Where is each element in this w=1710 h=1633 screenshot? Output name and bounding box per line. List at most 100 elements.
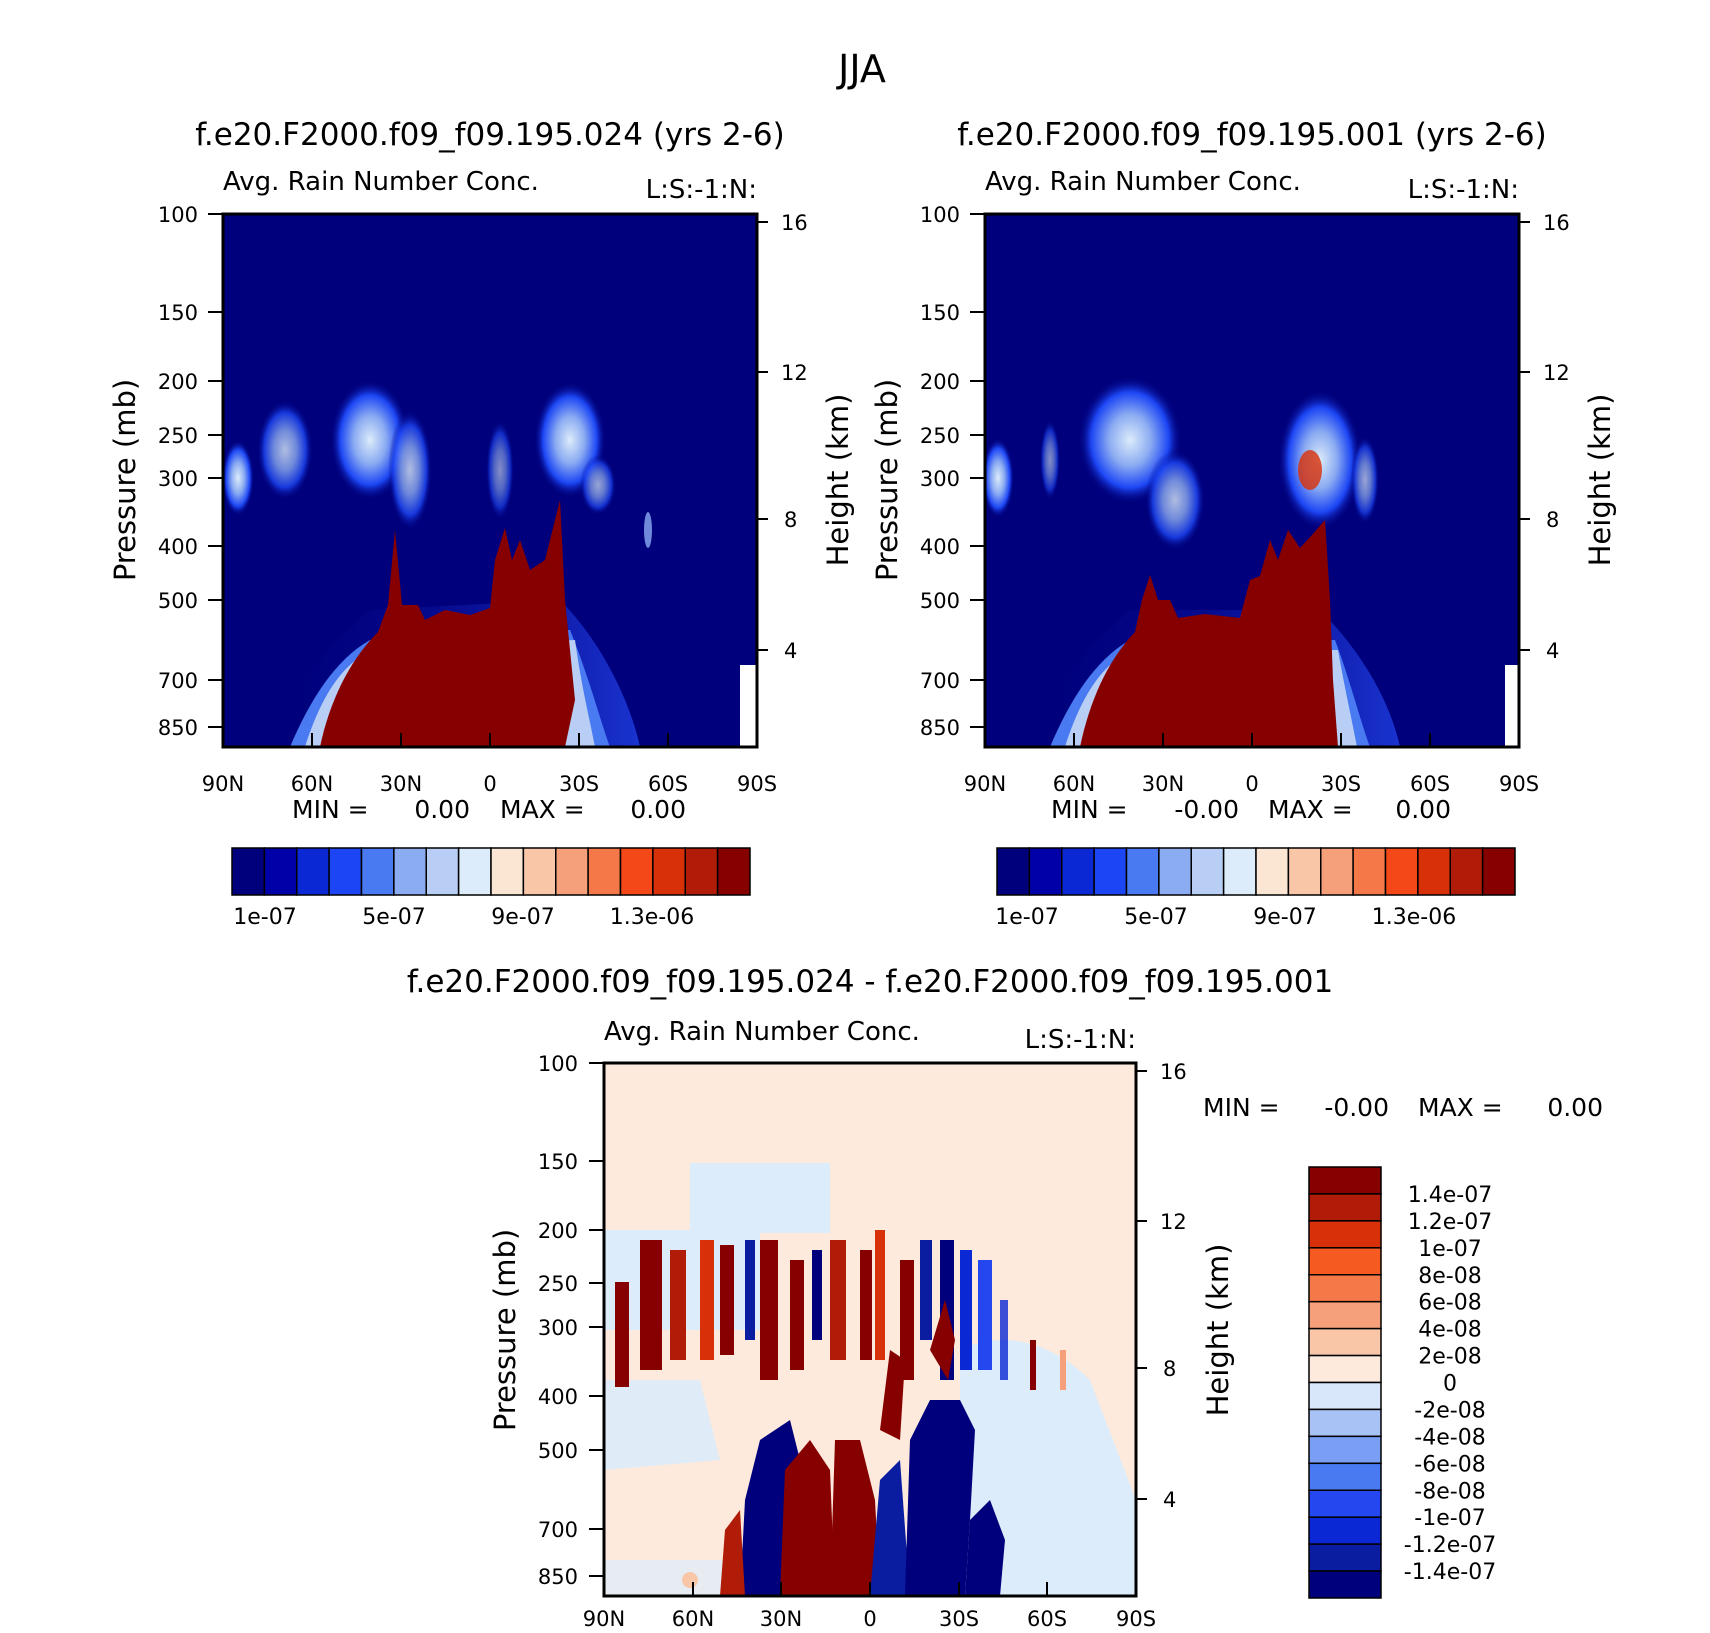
panel-b-yright-16: 16 <box>1543 211 1570 235</box>
panel-b-xtick-0: 0 <box>1245 772 1258 796</box>
panel-b-colorbar-swatch-0 <box>996 847 1031 896</box>
panel-a-yright-8: 8 <box>784 508 797 532</box>
panel-b-min-value: -0.00 <box>1174 795 1239 824</box>
panel-b-cbar-label-2: 9e-07 <box>1253 905 1316 930</box>
panel-a-yright-12: 12 <box>781 361 808 385</box>
panel-c-colorbar-swatch-11 <box>1308 1462 1382 1491</box>
panel-a-yright-16: 16 <box>781 211 808 235</box>
panel-c-min-label: MIN = <box>1203 1093 1280 1122</box>
panel-a: f.e20.F2000.f09_f09.195.024 (yrs 2-6) Av… <box>108 117 855 930</box>
panel-b-ytick-200: 200 <box>920 370 960 394</box>
panel-c-ytick-400: 400 <box>538 1385 578 1409</box>
panel-a-colorbar-swatch-4 <box>360 847 395 896</box>
panel-c-colorbar-swatch-12 <box>1308 1489 1382 1518</box>
panel-b-max-label: MAX = <box>1268 795 1353 824</box>
panel-a-min-label: MIN = <box>292 795 369 824</box>
panel-a-cbar-label-3: 1.3e-06 <box>610 905 694 930</box>
panel-a-colorbar-swatch-6 <box>425 847 460 896</box>
panel-c-xtick-60s: 60S <box>1027 1607 1067 1631</box>
panel-a-max-value: 0.00 <box>630 795 686 824</box>
panel-a-colorbar-swatch-8 <box>490 847 525 896</box>
panel-a-colorbar-swatch-3 <box>328 847 363 896</box>
panel-b-xtick-60n: 60N <box>1053 772 1095 796</box>
panel-a-ytick-850: 850 <box>158 716 198 740</box>
panel-a-colorbar-swatch-1 <box>263 847 298 896</box>
panel-c-x-ticks: 90N 60N 30N 0 30S 60S 90S <box>583 1582 1156 1631</box>
panel-b-cbar-label-1: 5e-07 <box>1124 905 1187 930</box>
panel-c-cbar-label-10: -6e-08 <box>1414 1452 1485 1477</box>
panel-c-xtick-30s: 30S <box>939 1607 979 1631</box>
panel-c-ytick-200: 200 <box>538 1219 578 1243</box>
panel-a-xtick-60s: 60S <box>648 772 688 796</box>
panel-b-ytick-150: 150 <box>920 301 960 325</box>
panel-b-colorbar-swatch-1 <box>1028 847 1063 896</box>
panel-a-colorbar-swatch-9 <box>522 847 557 896</box>
panel-b-colorbar-swatch-2 <box>1061 847 1095 896</box>
panel-c-colorbar-swatch-5 <box>1308 1300 1382 1330</box>
panel-b-colorbar-swatch-13 <box>1417 847 1451 896</box>
panel-a-xtick-60n: 60N <box>291 772 333 796</box>
panel-a-colorbar <box>231 847 751 896</box>
panel-a-colorbar-swatch-0 <box>231 847 266 896</box>
panel-a-y-ticks: 100 150 200 250 300 400 500 700 850 <box>158 203 223 740</box>
panel-c-xtick-30n: 30N <box>760 1607 802 1631</box>
panel-c-yright-ticks: 16 12 8 4 <box>1136 1060 1187 1512</box>
panel-a-ylabel-right: Height (km) <box>821 394 855 567</box>
panel-c-field <box>604 1063 1136 1596</box>
panel-a-yright-4: 4 <box>784 639 797 663</box>
panel-c-cbar-label-1: 1.2e-07 <box>1408 1210 1492 1235</box>
panel-b-xtick-90n: 90N <box>964 772 1006 796</box>
panel-c-colorbar-swatch-4 <box>1308 1274 1382 1303</box>
panel-c-cbar-label-7: 0 <box>1443 1372 1457 1397</box>
panel-c-cbar-label-5: 4e-08 <box>1418 1318 1481 1343</box>
panel-c-ylabel-right: Height (km) <box>1201 1244 1235 1417</box>
panel-c-yright-4: 4 <box>1163 1488 1176 1512</box>
panel-b-min-label: MIN = <box>1051 795 1128 824</box>
panel-b-x-ticks: 90N 60N 30N 0 30S 60S 90S <box>964 733 1539 796</box>
panel-a-field <box>223 214 757 747</box>
panel-b-ytick-850: 850 <box>920 716 960 740</box>
panel-c-units-label: L:S:-1:N: <box>1025 1025 1136 1055</box>
panel-b-ytick-300: 300 <box>920 467 960 491</box>
panel-a-ytick-100: 100 <box>158 203 198 227</box>
panel-b-xtick-60s: 60S <box>1410 772 1450 796</box>
panel-b-colorbar-swatch-7 <box>1222 847 1257 896</box>
panel-c-colorbar-swatch-9 <box>1308 1408 1382 1438</box>
panel-c-subtitle: Avg. Rain Number Conc. <box>604 1017 920 1047</box>
panel-c-yright-12: 12 <box>1160 1210 1187 1234</box>
panel-b-yright-4: 4 <box>1546 639 1559 663</box>
panel-a-x-ticks: 90N 60N 30N 0 30S 60S 90S <box>202 733 777 796</box>
panel-b-colorbar-swatch-3 <box>1093 847 1128 896</box>
panel-b-xtick-30s: 30S <box>1321 772 1361 796</box>
panel-b-y-ticks: 100 150 200 250 300 400 500 700 850 <box>920 203 985 740</box>
panel-a-colorbar-swatch-5 <box>393 847 427 896</box>
panel-c-colorbar-swatch-15 <box>1308 1570 1382 1599</box>
panel-a-colorbar-swatch-14 <box>684 847 719 896</box>
panel-a-ytick-500: 500 <box>158 589 198 613</box>
panel-c-cbar-label-2: 1e-07 <box>1418 1237 1481 1262</box>
panel-b-colorbar-swatch-5 <box>1158 847 1192 896</box>
panel-c-cbar-label-6: 2e-08 <box>1418 1345 1481 1370</box>
panel-b-yright-ticks: 16 12 8 4 <box>1519 211 1570 663</box>
panel-c-colorbar-swatch-6 <box>1308 1327 1382 1357</box>
panel-a-yright-ticks: 16 12 8 4 <box>757 211 808 663</box>
panel-a-colorbar-swatch-10 <box>555 847 589 896</box>
panel-c-max-value: 0.00 <box>1547 1093 1603 1122</box>
panel-c-xtick-90s: 90S <box>1116 1607 1156 1631</box>
panel-b-colorbar-swatch-11 <box>1352 847 1387 896</box>
panel-c-cbar-label-4: 6e-08 <box>1418 1291 1481 1316</box>
panel-c-colorbar-swatch-3 <box>1308 1247 1382 1276</box>
panel-c-cbar-label-0: 1.4e-07 <box>1408 1183 1492 1208</box>
panel-a-ytick-150: 150 <box>158 301 198 325</box>
panel-b-max-value: 0.00 <box>1395 795 1451 824</box>
panel-a-ytick-250: 250 <box>158 424 198 448</box>
panel-c-xtick-90n: 90N <box>583 1607 625 1631</box>
panel-c-xtick-0: 0 <box>863 1607 876 1631</box>
panel-a-ytick-200: 200 <box>158 370 198 394</box>
panel-c-cbar-label-9: -4e-08 <box>1414 1425 1485 1450</box>
panel-c-min-value: -0.00 <box>1324 1093 1389 1122</box>
panel-b-colorbar-swatch-8 <box>1255 847 1290 896</box>
panel-c-colorbar <box>1308 1166 1382 1599</box>
panel-c-colorbar-labels: 1.4e-071.2e-071e-078e-086e-084e-082e-080… <box>1404 1183 1496 1585</box>
